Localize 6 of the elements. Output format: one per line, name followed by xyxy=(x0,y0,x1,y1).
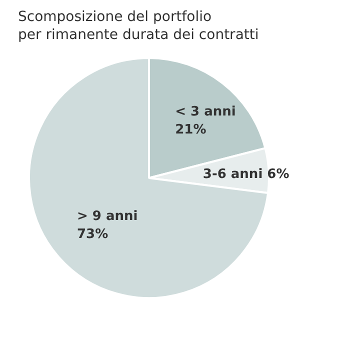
slice-label: 3-6 anni 6% xyxy=(202,166,290,182)
slice-label: < 3 anni xyxy=(175,104,236,120)
data-label: 73% xyxy=(76,226,108,242)
chart-title: Scomposizione del portfolio per rimanente durata dei contratti xyxy=(18,8,259,44)
data-label: 21% xyxy=(175,122,206,138)
slice-label: > 9 anni xyxy=(76,208,138,224)
